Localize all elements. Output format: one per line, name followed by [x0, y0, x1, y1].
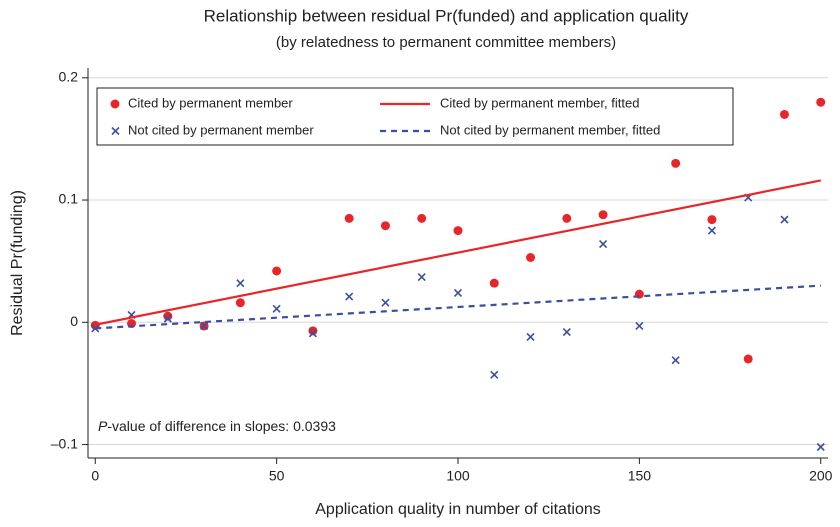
x-tick-label: 50: [269, 468, 285, 484]
y-tick-label: 0: [70, 313, 78, 329]
point: [200, 321, 209, 331]
annotation: P-value of difference in slopes: 0.0393: [98, 418, 336, 434]
fit-line: [95, 284, 821, 330]
x-tick-label: 150: [628, 468, 652, 484]
x-tick-label: 0: [91, 468, 99, 484]
point: [779, 109, 789, 119]
point: [163, 311, 173, 321]
chart-title: Relationship between residual Pr(funded)…: [204, 6, 689, 25]
x-tick-label: 200: [809, 468, 833, 484]
point: [816, 97, 826, 107]
y-tick-label: 0.2: [59, 68, 79, 84]
point: [526, 332, 535, 342]
legend-swatch: [110, 99, 120, 109]
point: [308, 329, 317, 338]
point: [272, 266, 282, 276]
point: [344, 213, 354, 223]
point: [91, 324, 100, 333]
point: [562, 213, 572, 223]
point: [381, 298, 390, 307]
point: [599, 239, 608, 249]
legend-label: Not cited by permanent member, fitted: [440, 122, 660, 137]
point: [598, 210, 608, 220]
legend: Cited by permanent member Not cited by pe…: [96, 87, 734, 146]
point: [453, 288, 463, 298]
legend-box: [96, 87, 734, 146]
point: [707, 215, 717, 225]
y-tick-label: –0.1: [51, 435, 78, 451]
point: [417, 213, 427, 223]
point: [562, 328, 571, 337]
point: [163, 314, 172, 323]
point: [490, 370, 499, 379]
point: [235, 298, 245, 308]
annotation-text: -value of difference in slopes: 0.0393: [107, 418, 336, 434]
point: [743, 354, 753, 364]
point: [272, 304, 281, 313]
point: [526, 252, 536, 262]
point: [380, 221, 390, 231]
x-tick-label: 100: [446, 468, 470, 484]
point: [671, 356, 680, 365]
point: [308, 326, 318, 336]
point: [417, 272, 426, 282]
point: [236, 279, 245, 288]
point: [453, 226, 463, 236]
legend-label: Not cited by permanent member: [128, 122, 314, 137]
chart-subtitle: (by relatedness to permanent committee m…: [276, 34, 616, 51]
point: [489, 278, 499, 288]
legend-swatch: [111, 126, 120, 136]
point: [707, 226, 716, 235]
annotation-italic: P: [98, 418, 108, 434]
legend-label: Cited by permanent member, fitted: [440, 95, 639, 110]
point: [345, 292, 354, 301]
y-axis-title: Residual Pr(funding): [9, 190, 26, 336]
point: [816, 442, 825, 452]
x-axis-title: Application quality in number of citatio…: [315, 501, 601, 518]
point: [635, 321, 644, 331]
fit-line: [95, 179, 821, 326]
point: [671, 158, 681, 168]
point: [780, 215, 789, 224]
legend-label: Cited by permanent member: [128, 95, 293, 110]
y-tick-label: 0.1: [59, 191, 79, 207]
